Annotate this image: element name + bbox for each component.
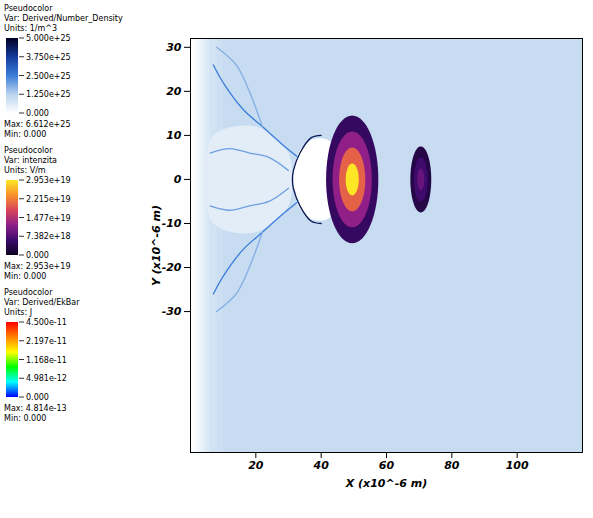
svg-text:Var: Derived/EkBar: Var: Derived/EkBar	[4, 298, 80, 307]
svg-text:Units: 1/m^3: Units: 1/m^3	[4, 24, 57, 33]
svg-text:2.197e-11: 2.197e-11	[26, 337, 67, 346]
svg-text:-20: -20	[162, 261, 182, 274]
svg-text:Y (x10^-6 m): Y (x10^-6 m)	[150, 205, 163, 286]
svg-text:2.953e+19: 2.953e+19	[26, 176, 71, 185]
svg-text:0.000: 0.000	[26, 109, 49, 118]
svg-text:2.500e+25: 2.500e+25	[26, 72, 71, 81]
svg-text:Min: 0.000: Min: 0.000	[4, 130, 46, 139]
svg-text:60: 60	[379, 459, 395, 472]
svg-text:Units: V/m: Units: V/m	[4, 166, 46, 175]
svg-text:Min: 0.000: Min: 0.000	[4, 272, 46, 281]
svg-text:Var: Derived/Number_Density: Var: Derived/Number_Density	[4, 14, 123, 23]
svg-text:1.168e-11: 1.168e-11	[26, 356, 67, 365]
svg-text:X (x10^-6 m): X (x10^-6 m)	[345, 477, 428, 490]
svg-text:Max: 4.814e-13: Max: 4.814e-13	[4, 404, 67, 413]
svg-text:0.000: 0.000	[26, 393, 49, 402]
svg-text:Var: intenzita: Var: intenzita	[4, 156, 57, 165]
svg-text:3.750e+25: 3.750e+25	[26, 53, 71, 62]
svg-text:Min: 0.000: Min: 0.000	[4, 414, 46, 423]
svg-text:Units: J: Units: J	[4, 308, 32, 317]
svg-text:0: 0	[174, 173, 182, 186]
svg-text:20: 20	[248, 459, 264, 472]
svg-text:80: 80	[444, 459, 460, 472]
svg-text:10: 10	[166, 129, 182, 142]
svg-text:100: 100	[506, 459, 529, 472]
svg-text:30: 30	[166, 41, 182, 54]
svg-text:Max: 6.612e+25: Max: 6.612e+25	[4, 120, 70, 129]
svg-text:Max: 2.953e+19: Max: 2.953e+19	[4, 262, 70, 271]
svg-text:Pseudocolor: Pseudocolor	[4, 4, 53, 13]
svg-text:1.250e+25: 1.250e+25	[26, 90, 71, 99]
svg-text:20: 20	[166, 85, 182, 98]
svg-text:40: 40	[313, 459, 330, 472]
svg-text:5.000e+25: 5.000e+25	[26, 34, 71, 43]
svg-text:4.500e-11: 4.500e-11	[26, 318, 67, 327]
svg-text:Pseudocolor: Pseudocolor	[4, 288, 53, 297]
svg-text:0.000: 0.000	[26, 251, 49, 260]
svg-text:7.382e+18: 7.382e+18	[26, 232, 71, 241]
svg-text:1.477e+19: 1.477e+19	[26, 214, 71, 223]
svg-text:-10: -10	[162, 217, 182, 230]
svg-text:4.981e-12: 4.981e-12	[26, 374, 67, 383]
svg-text:Pseudocolor: Pseudocolor	[4, 146, 53, 155]
svg-text:2.215e+19: 2.215e+19	[26, 195, 71, 204]
svg-text:-30: -30	[162, 305, 182, 318]
